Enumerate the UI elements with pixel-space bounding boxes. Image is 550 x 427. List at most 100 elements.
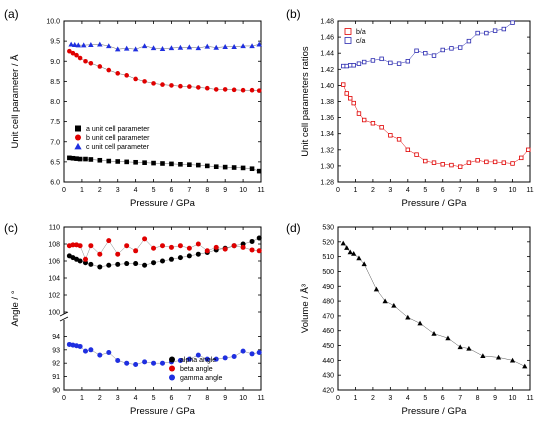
series-line: [343, 243, 525, 367]
data-point: [361, 117, 367, 123]
data-point: [361, 59, 367, 65]
data-point: [231, 44, 237, 49]
data-point: [417, 320, 423, 326]
data-point: [405, 147, 411, 152]
y-tick-label: 1.30: [320, 163, 334, 170]
panel-a: (a) Pressure / GPa Unit cell parameter / Å…: [4, 7, 265, 209]
data-point: [115, 159, 121, 164]
x-tick-label: 1: [80, 187, 84, 194]
data-point: [82, 256, 88, 262]
y-axis-label: Angle / °: [10, 290, 21, 326]
data-point: [449, 162, 454, 168]
data-point: [74, 52, 79, 58]
x-tick-label: 0: [62, 187, 66, 194]
panel-b: (b) Pressure / GPa Unit cell parameters ra…: [286, 7, 534, 209]
data-point: [510, 161, 515, 166]
y-tick-label: 530: [322, 225, 334, 232]
data-point: [256, 41, 262, 47]
x-tick-label: 4: [134, 187, 138, 194]
y-tick-label: 1.36: [320, 115, 334, 122]
data-point: [151, 360, 157, 366]
data-point: [249, 166, 255, 172]
data-point: [133, 159, 138, 165]
x-tick-label: 1: [354, 395, 358, 402]
data-point: [124, 261, 130, 267]
data-point: [106, 67, 112, 73]
data-point: [396, 137, 402, 142]
x-tick-label: 0: [336, 187, 340, 194]
plot-frame: [337, 20, 531, 183]
data-point: [83, 156, 88, 162]
x-tick-label: 5: [423, 395, 427, 402]
data-point: [132, 46, 139, 52]
data-point: [510, 20, 515, 25]
data-point: [351, 100, 356, 106]
y-tick-label: 6.5: [50, 159, 60, 166]
data-point: [195, 352, 201, 358]
data-point: [142, 359, 148, 365]
data-point: [373, 286, 380, 292]
data-point: [168, 45, 175, 51]
data-point: [115, 71, 121, 76]
x-tick-label: 0: [62, 395, 66, 402]
data-point: [341, 82, 346, 87]
data-point: [405, 314, 411, 320]
data-point: [70, 50, 76, 56]
legend-label: beta angle: [180, 366, 213, 373]
data-point: [361, 261, 367, 267]
data-point: [114, 46, 121, 52]
data-point: [141, 43, 148, 49]
data-point: [344, 63, 349, 69]
x-tick-label: 3: [388, 187, 392, 194]
data-point: [186, 253, 192, 259]
legend-marker: [169, 365, 175, 372]
data-point: [77, 343, 83, 349]
y-tick-label: 90: [52, 388, 60, 395]
data-point: [222, 246, 228, 252]
x-tick-label: 7: [187, 187, 191, 194]
data-point: [475, 30, 480, 36]
x-tick-label: 2: [371, 187, 375, 194]
legend-label: a unit cell parameter: [86, 126, 150, 133]
data-point: [106, 349, 112, 355]
data-point: [196, 85, 201, 90]
y-tick-label: 440: [322, 358, 334, 365]
y-tick-label: 500: [322, 269, 334, 276]
data-point: [222, 164, 228, 170]
data-point: [70, 242, 76, 248]
y-tick-label: 1.32: [320, 147, 334, 154]
x-tick-label: 4: [134, 395, 138, 402]
data-point: [256, 235, 262, 241]
legend-label: b unit cell parameter: [86, 135, 150, 142]
data-point: [526, 147, 531, 152]
data-point: [213, 87, 219, 92]
data-point: [414, 152, 419, 157]
data-point: [388, 60, 393, 66]
data-point: [348, 96, 353, 101]
x-tick-label: 7: [458, 187, 462, 194]
x-tick-label: 1: [354, 187, 358, 194]
series-line: [343, 84, 529, 167]
data-point: [168, 256, 174, 262]
legend-marker: [75, 134, 81, 141]
panel-label: (b): [286, 7, 301, 21]
data-point: [124, 243, 130, 249]
data-point: [70, 155, 76, 161]
x-tick-label: 6: [170, 395, 174, 402]
data-point: [133, 76, 138, 82]
x-tick-label: 1: [80, 395, 84, 402]
data-point: [431, 160, 437, 165]
y-tick-label: 480: [322, 299, 334, 306]
data-point: [88, 261, 94, 267]
data-point: [480, 353, 486, 359]
data-point: [160, 360, 165, 366]
data-point: [123, 45, 130, 51]
y-tick-label: 490: [322, 284, 334, 291]
data-point: [231, 243, 237, 249]
data-point: [396, 61, 402, 66]
data-point: [142, 79, 147, 84]
data-point: [240, 87, 246, 93]
y-tick-label: 94: [52, 334, 60, 341]
data-point: [88, 243, 94, 249]
panel-d: (d) Pressure / GPa Volume / Å³ 0 1 2 3 4 5 6 7 8 9 10…: [286, 221, 534, 417]
